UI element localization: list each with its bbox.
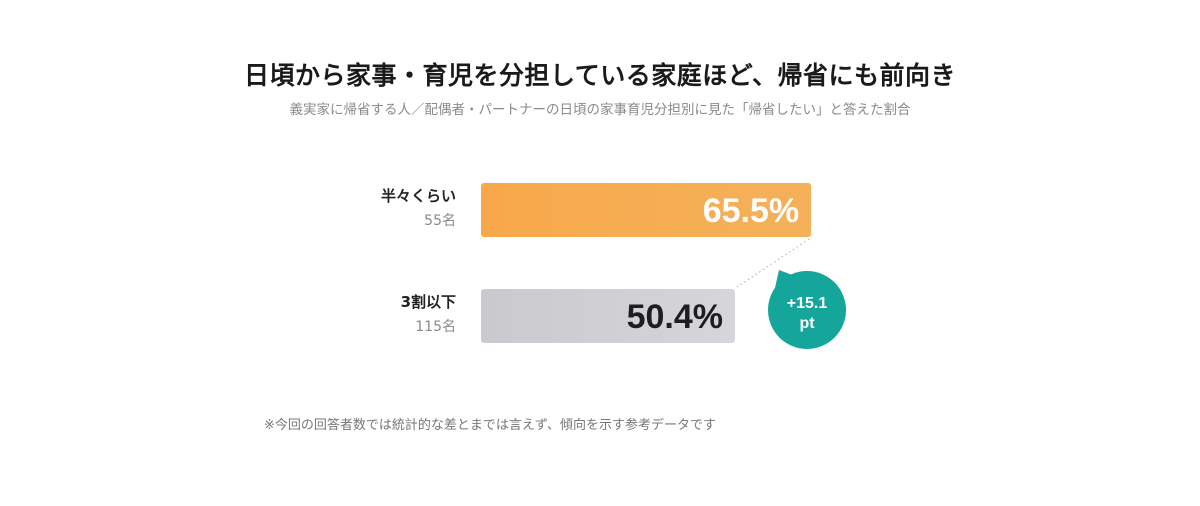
chart-title: 日頃から家事・育児を分担している家庭ほど、帰省にも前向き bbox=[243, 61, 956, 90]
difference-value-label: +15.1 bbox=[787, 295, 828, 312]
bar-0 bbox=[481, 183, 812, 237]
difference-connector-line bbox=[736, 238, 810, 288]
difference-badge-circle bbox=[768, 271, 846, 349]
bar-1 bbox=[481, 289, 736, 343]
bar-value-label-1: 50.4% bbox=[627, 298, 723, 336]
bars-layer: 65.5% 50.4% bbox=[481, 183, 812, 343]
category-count-30pct-or-less: 115名 bbox=[415, 319, 456, 335]
category-label-30pct-or-less: 3割以下 bbox=[400, 293, 456, 311]
difference-badge: +15.1 pt bbox=[768, 270, 846, 349]
chart-subtitle: 義実家に帰省する人／配偶者・パートナーの日頃の家事育児分担別に見た「帰省したい」… bbox=[289, 102, 911, 118]
difference-unit-label: pt bbox=[799, 315, 815, 332]
category-label-equal-share: 半々くらい bbox=[380, 187, 456, 205]
category-count-equal-share: 55名 bbox=[424, 213, 456, 229]
bar-value-label-0: 65.5% bbox=[703, 192, 799, 230]
footnote: ※今回の回答者数では統計的な差とまでは言えず、傾向を示す参考データです bbox=[264, 418, 716, 433]
